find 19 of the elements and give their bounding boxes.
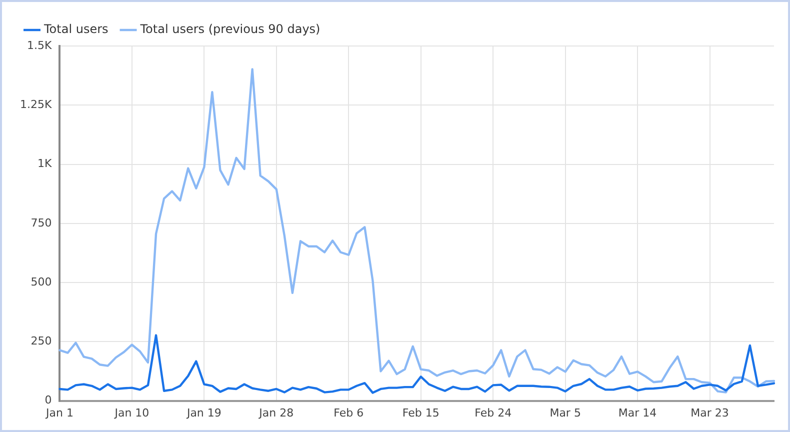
y-tick-label: 1K	[37, 157, 52, 170]
x-tick-label: Mar 5	[550, 406, 581, 420]
y-tick-label: 500	[30, 275, 52, 288]
y-tick-label: 250	[30, 334, 52, 348]
x-tick-label: Jan 10	[114, 406, 150, 420]
x-tick-label: Mar 14	[618, 406, 657, 420]
x-tick-label: Feb 6	[334, 406, 364, 420]
y-tick-label: 1.25K	[20, 98, 52, 111]
x-tick-label: Mar 23	[690, 406, 729, 420]
legend-label: Total users (previous 90 days)	[139, 22, 320, 36]
x-tick-label: Feb 15	[402, 406, 440, 420]
y-tick-label: 0	[44, 394, 52, 407]
x-tick-label: Jan 28	[258, 406, 294, 420]
legend-label: Total users	[43, 22, 108, 36]
y-tick-label: 1.5K	[26, 38, 52, 52]
x-tick-label: Jan 1	[44, 406, 74, 420]
x-tick-label: Feb 24	[474, 406, 512, 420]
x-tick-label: Jan 19	[186, 406, 222, 420]
y-tick-label: 750	[30, 216, 52, 230]
